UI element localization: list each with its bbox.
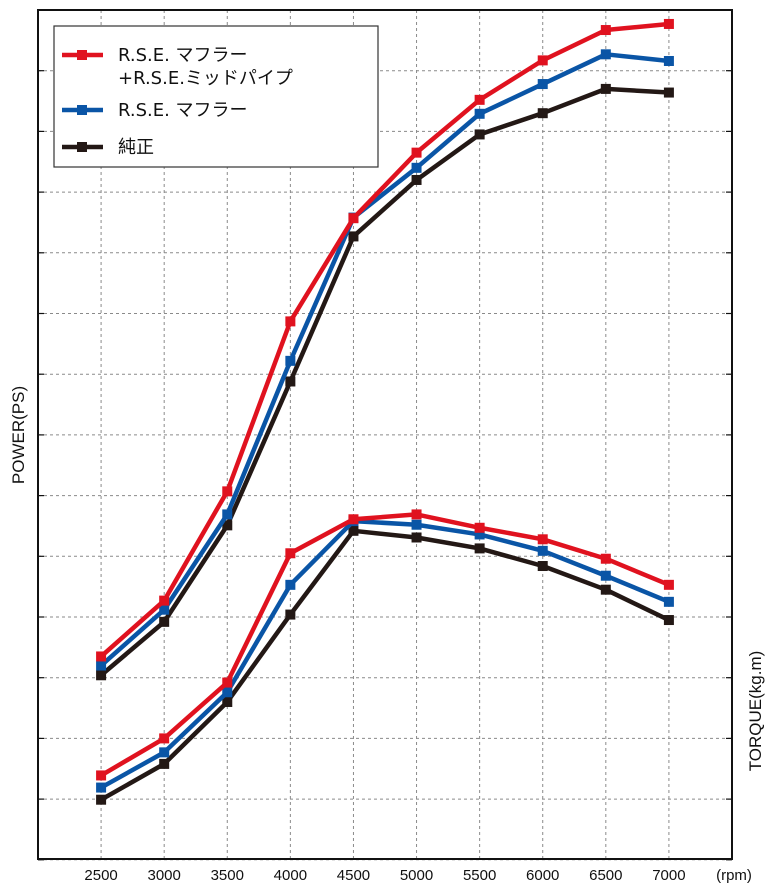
data-point <box>600 83 611 94</box>
legend-box <box>53 25 379 168</box>
data-point <box>285 609 296 620</box>
series-group <box>96 516 674 793</box>
data-point <box>285 548 296 559</box>
data-point <box>663 55 674 66</box>
data-point <box>348 525 359 536</box>
data-point <box>474 94 485 105</box>
data-point <box>159 733 170 744</box>
x-tick-label: 6000 <box>526 867 559 884</box>
series-line <box>99 518 670 790</box>
plot-frame <box>37 9 733 860</box>
data-point <box>537 534 548 545</box>
series-group <box>96 49 674 671</box>
data-point <box>474 108 485 119</box>
x-tick-label: 2500 <box>84 867 117 884</box>
series-line <box>99 528 670 802</box>
data-point <box>348 514 359 525</box>
data-point <box>96 794 107 805</box>
data-point <box>222 687 233 698</box>
data-point <box>537 561 548 572</box>
x-tick-label: 7000 <box>652 867 685 884</box>
data-point <box>285 376 296 387</box>
data-point <box>411 162 422 173</box>
legend-swatch-marker <box>77 142 87 152</box>
x-tick-label: 4000 <box>274 867 307 884</box>
data-point <box>663 579 674 590</box>
legend-label: +R.S.E.ミッドパイプ <box>118 68 293 89</box>
series-group <box>96 509 674 781</box>
data-point <box>222 509 233 520</box>
data-point <box>222 520 233 531</box>
data-point <box>600 553 611 564</box>
data-point <box>285 355 296 366</box>
data-point <box>537 545 548 556</box>
y-axis-label-power: POWER(PS) <box>9 386 28 484</box>
data-point <box>96 651 107 662</box>
data-point <box>663 87 674 98</box>
x-tick-label: 6500 <box>589 867 622 884</box>
data-point <box>474 129 485 140</box>
data-point <box>411 532 422 543</box>
series-line <box>99 52 670 668</box>
data-point <box>411 519 422 530</box>
x-tick-label: 3000 <box>147 867 180 884</box>
data-point <box>537 79 548 90</box>
data-point <box>159 595 170 606</box>
legend-label: 純正 <box>118 137 154 158</box>
data-point <box>474 522 485 533</box>
data-point <box>663 18 674 29</box>
data-point <box>600 584 611 595</box>
data-point <box>222 677 233 688</box>
data-point <box>474 529 485 540</box>
data-point <box>222 486 233 497</box>
series-group <box>96 18 674 662</box>
legend-swatch-marker <box>77 105 87 115</box>
data-point <box>474 543 485 554</box>
x-tick-label: 4500 <box>337 867 370 884</box>
series-group <box>96 83 674 681</box>
data-point <box>159 604 170 615</box>
data-point <box>285 316 296 327</box>
x-tick-label: 3500 <box>211 867 244 884</box>
data-point <box>159 758 170 769</box>
data-point <box>96 660 107 671</box>
data-point <box>96 782 107 793</box>
data-point <box>537 108 548 119</box>
series-line <box>99 21 670 659</box>
x-axis-ticks: 2500 3000 3500 4000 4500 5000 5500 6000 6500 7000 <box>84 867 685 884</box>
data-point <box>159 616 170 627</box>
series-group <box>96 525 674 805</box>
data-point <box>537 55 548 66</box>
series-line <box>99 86 670 677</box>
series-line <box>99 512 670 778</box>
data-point <box>411 509 422 520</box>
series-layer <box>96 18 674 805</box>
y-axis-label-torque: TORQUE(kg.m) <box>746 651 765 772</box>
data-point <box>96 770 107 781</box>
data-point <box>600 25 611 36</box>
x-tick-label: 5500 <box>463 867 496 884</box>
data-point <box>159 747 170 758</box>
data-point <box>348 231 359 242</box>
x-axis-unit: (rpm) <box>716 867 752 884</box>
legend-label: R.S.E. マフラー <box>118 45 248 66</box>
legend-label: R.S.E. マフラー <box>118 100 248 121</box>
x-tick-label: 5000 <box>400 867 433 884</box>
data-point <box>285 579 296 590</box>
data-point <box>96 670 107 681</box>
legend-swatch-marker <box>77 50 87 60</box>
data-point <box>663 596 674 607</box>
data-point <box>348 213 359 224</box>
data-point <box>663 615 674 626</box>
data-point <box>222 696 233 707</box>
grid <box>38 10 732 861</box>
data-point <box>411 147 422 158</box>
data-point <box>600 49 611 60</box>
data-point <box>600 570 611 581</box>
data-point <box>411 174 422 185</box>
